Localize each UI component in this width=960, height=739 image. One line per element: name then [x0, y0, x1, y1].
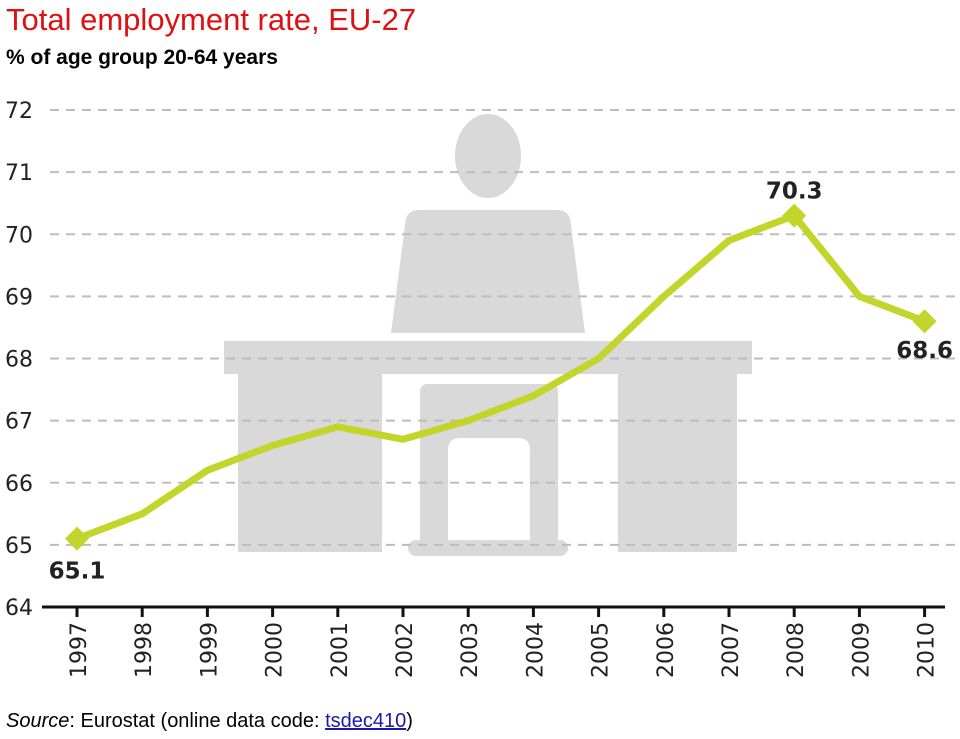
data-point: [595, 355, 603, 362]
data-point: [855, 292, 863, 300]
source-note: Source: Eurostat (online data code: tsde…: [6, 710, 413, 733]
x-tick-label: 1997: [67, 622, 92, 678]
x-tick-label: 2004: [523, 622, 548, 678]
y-tick-label: 70: [5, 223, 33, 248]
y-tick-label: 67: [5, 410, 33, 435]
x-tick-label: 2003: [458, 622, 483, 678]
y-tick-label: 72: [5, 99, 33, 124]
source-code-link[interactable]: tsdec410: [325, 710, 407, 732]
annotations: 65.1 70.3 68.6: [49, 179, 953, 585]
highlight-marker: [782, 203, 807, 228]
x-tick-label: 2005: [589, 622, 614, 678]
data-label: 65.1: [49, 559, 106, 585]
data-label: 70.3: [766, 179, 823, 205]
x-tick-label: 1999: [197, 622, 222, 678]
highlight-marker: [65, 526, 89, 551]
data-label: 68.6: [896, 338, 953, 364]
source-close: ): [406, 710, 413, 732]
y-tick-label: 71: [5, 161, 33, 186]
data-point: [138, 510, 146, 518]
data-point: [334, 423, 342, 431]
x-tick-label: 2000: [263, 622, 288, 678]
data-point: [203, 466, 211, 474]
x-tick-label: 2008: [784, 622, 809, 678]
chart-title: Total employment rate, EU-27: [6, 2, 417, 37]
y-axis-ticks: 64 65 66 67 68 69 70 71 72: [5, 99, 33, 621]
y-tick-label: 66: [5, 472, 33, 497]
y-tick-label: 64: [5, 596, 33, 621]
data-point: [269, 441, 277, 449]
x-tick-label: 2010: [915, 622, 940, 678]
data-point: [660, 292, 668, 300]
source-label: Source: [6, 710, 70, 732]
x-axis: 1997 1998 1999 2000 2001 2002 2003 2004 2005 2006…: [42, 605, 945, 678]
x-tick-label: 1998: [132, 622, 157, 678]
data-point: [399, 435, 407, 443]
data-point: [529, 392, 537, 400]
highlight-marker: [912, 309, 937, 334]
series-line: [73, 212, 929, 543]
chart-subtitle: % of age group 20-64 years: [6, 46, 278, 69]
y-tick-label: 68: [5, 348, 33, 373]
x-tick-label: 2002: [393, 622, 418, 678]
x-tick-label: 2006: [654, 622, 679, 678]
data-point: [464, 417, 472, 425]
person-at-desk-icon: [224, 114, 752, 556]
x-tick-label: 2007: [719, 622, 744, 678]
x-tick-label: 2009: [849, 622, 874, 678]
x-tick-label: 2001: [328, 622, 353, 678]
y-tick-label: 69: [5, 285, 33, 310]
source-text: : Eurostat (online data code:: [69, 710, 326, 732]
data-point: [725, 236, 733, 244]
y-tick-label: 65: [5, 534, 33, 559]
